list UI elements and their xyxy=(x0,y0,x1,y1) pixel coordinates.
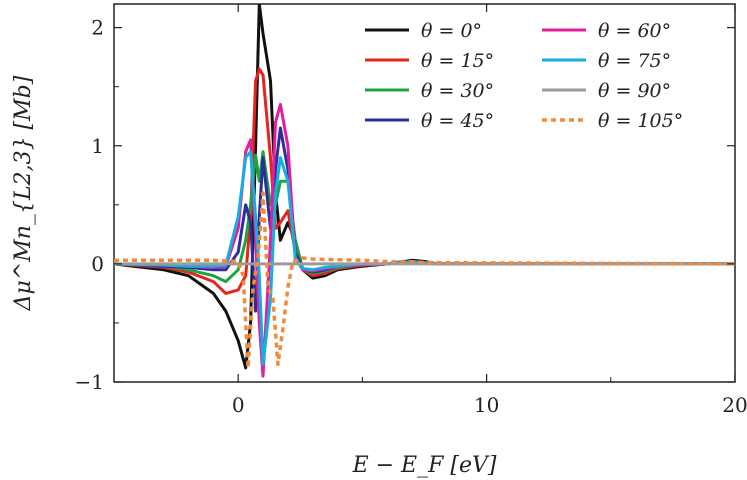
series-line-5 xyxy=(114,102,735,378)
legend-label: θ = 75° xyxy=(598,50,671,72)
series-line-6 xyxy=(114,150,735,366)
x-tick-label: 10 xyxy=(474,393,499,417)
series-line-8 xyxy=(114,191,735,370)
legend-label: θ = 45° xyxy=(421,110,494,132)
y-tick-label: 0 xyxy=(91,252,104,276)
x-tick-label: 0 xyxy=(232,393,245,417)
legend-label: θ = 60° xyxy=(598,20,671,42)
ticks-layer: 0 10 20 −1 0 1 2 xyxy=(75,4,747,417)
y-tick-label: −1 xyxy=(75,370,104,394)
x-axis-label: E − E_F [eV] xyxy=(352,453,497,478)
legend-label: θ = 30° xyxy=(421,80,494,102)
legend-label: θ = 90° xyxy=(598,80,671,102)
y-tick-label: 2 xyxy=(91,16,104,40)
y-tick-label: 1 xyxy=(91,134,104,158)
y-axis-label: Δμ^Mn_{L2,3} [Mb] xyxy=(11,75,36,311)
series-layer xyxy=(114,4,735,378)
legend-label: θ = 105° xyxy=(598,110,683,132)
series-line-4 xyxy=(114,126,735,313)
plot-area: 0 10 20 −1 0 1 2 xyxy=(75,3,747,417)
legend-label: θ = 0° xyxy=(421,20,482,42)
plot-frame xyxy=(113,3,736,383)
x-tick-label: 20 xyxy=(722,393,747,417)
legend: θ = 0° θ = 15° θ = 30° θ = 45° θ = 60° θ = 75… xyxy=(365,20,683,132)
legend-label: θ = 15° xyxy=(421,50,494,72)
